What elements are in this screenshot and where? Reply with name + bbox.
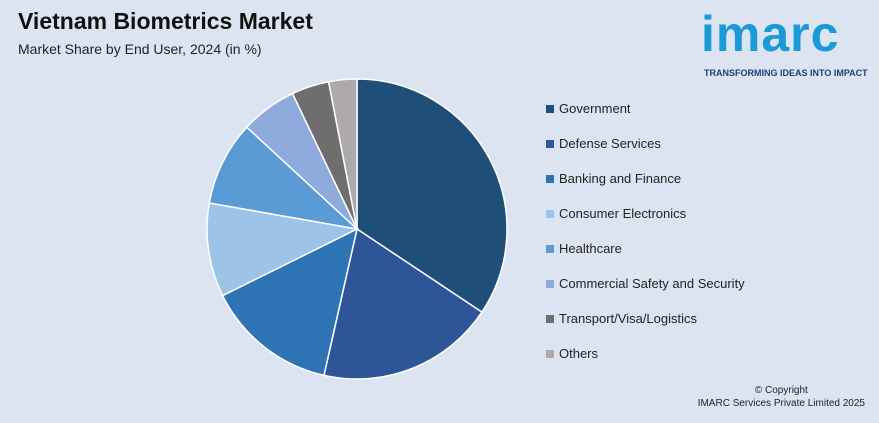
imarc-logo: imarc TRANSFORMING IDEAS INTO IMPACT [701, 6, 871, 80]
legend-label: Government [559, 101, 631, 116]
legend-label: Healthcare [559, 241, 622, 256]
legend-swatch [546, 350, 554, 358]
legend-swatch [546, 175, 554, 183]
legend-swatch [546, 245, 554, 253]
pie-slice-healthcare [208, 126, 360, 231]
copyright-line-2: IMARC Services Private Limited 2025 [697, 398, 865, 409]
legend-label: Others [559, 346, 599, 361]
chart-subtitle: Market Share by End User, 2024 (in %) [18, 41, 262, 57]
logo-tagline: TRANSFORMING IDEAS INTO IMPACT [704, 68, 868, 78]
legend-label: Banking and Finance [559, 171, 682, 186]
legend-swatch [546, 280, 554, 288]
copyright-notice: © Copyright IMARC Services Private Limit… [698, 384, 865, 410]
legend-label: Defense Services [559, 136, 661, 151]
pie-slice-defense-services [323, 227, 483, 380]
pie-slice-consumer-electronics [206, 202, 360, 297]
legend-swatch [546, 105, 554, 113]
legend-label: Commercial Safety and Security [559, 276, 745, 291]
legend-swatch [546, 210, 554, 218]
pie-slice-banking-and-finance [221, 227, 359, 377]
legend-label: Transport/Visa/Logistics [559, 311, 698, 326]
chart-title: Vietnam Biometrics Market [18, 8, 313, 34]
copyright-line-1: © Copyright [754, 385, 808, 396]
legend-swatch [546, 315, 554, 323]
logo-wordmark: imarc [701, 6, 840, 62]
pie-slice-others [327, 78, 358, 230]
legend-swatch [546, 140, 554, 148]
legend-label: Consumer Electronics [559, 206, 687, 221]
